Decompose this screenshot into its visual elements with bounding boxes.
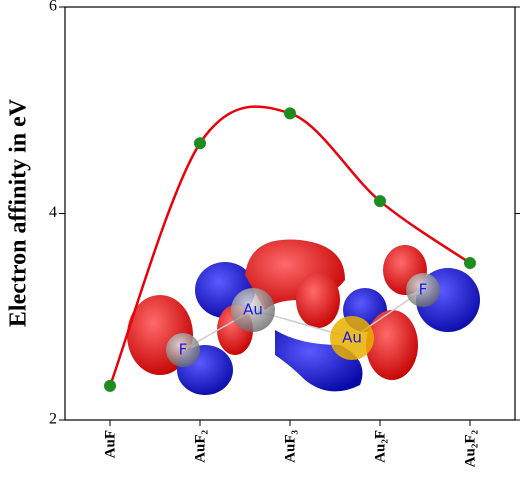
data-point	[194, 137, 206, 150]
data-point	[464, 257, 476, 270]
series-line	[108, 105, 471, 387]
x-tick-label: Au₂F	[372, 430, 388, 463]
data-point	[374, 195, 386, 208]
y-tick-label: 6	[49, 0, 57, 15]
y-axis-label: Electron affinity in eV	[6, 98, 32, 327]
atom-label: Au	[342, 329, 362, 347]
x-tick-label: AuF₂	[192, 430, 208, 463]
data-point	[104, 379, 116, 392]
x-tick-label: Au₂F₂	[462, 430, 478, 468]
y-tick-label: 2	[49, 411, 57, 428]
atom-label: F	[419, 281, 428, 299]
atom-label: F	[179, 341, 188, 359]
orbital-inset: F Au Au F	[127, 239, 480, 395]
y-tick-label: 4	[49, 204, 57, 221]
atom-label: Au	[243, 301, 263, 319]
x-tick-label: AuF₃	[282, 430, 298, 463]
data-point	[284, 107, 296, 120]
x-tick-label: AuF	[102, 430, 118, 458]
